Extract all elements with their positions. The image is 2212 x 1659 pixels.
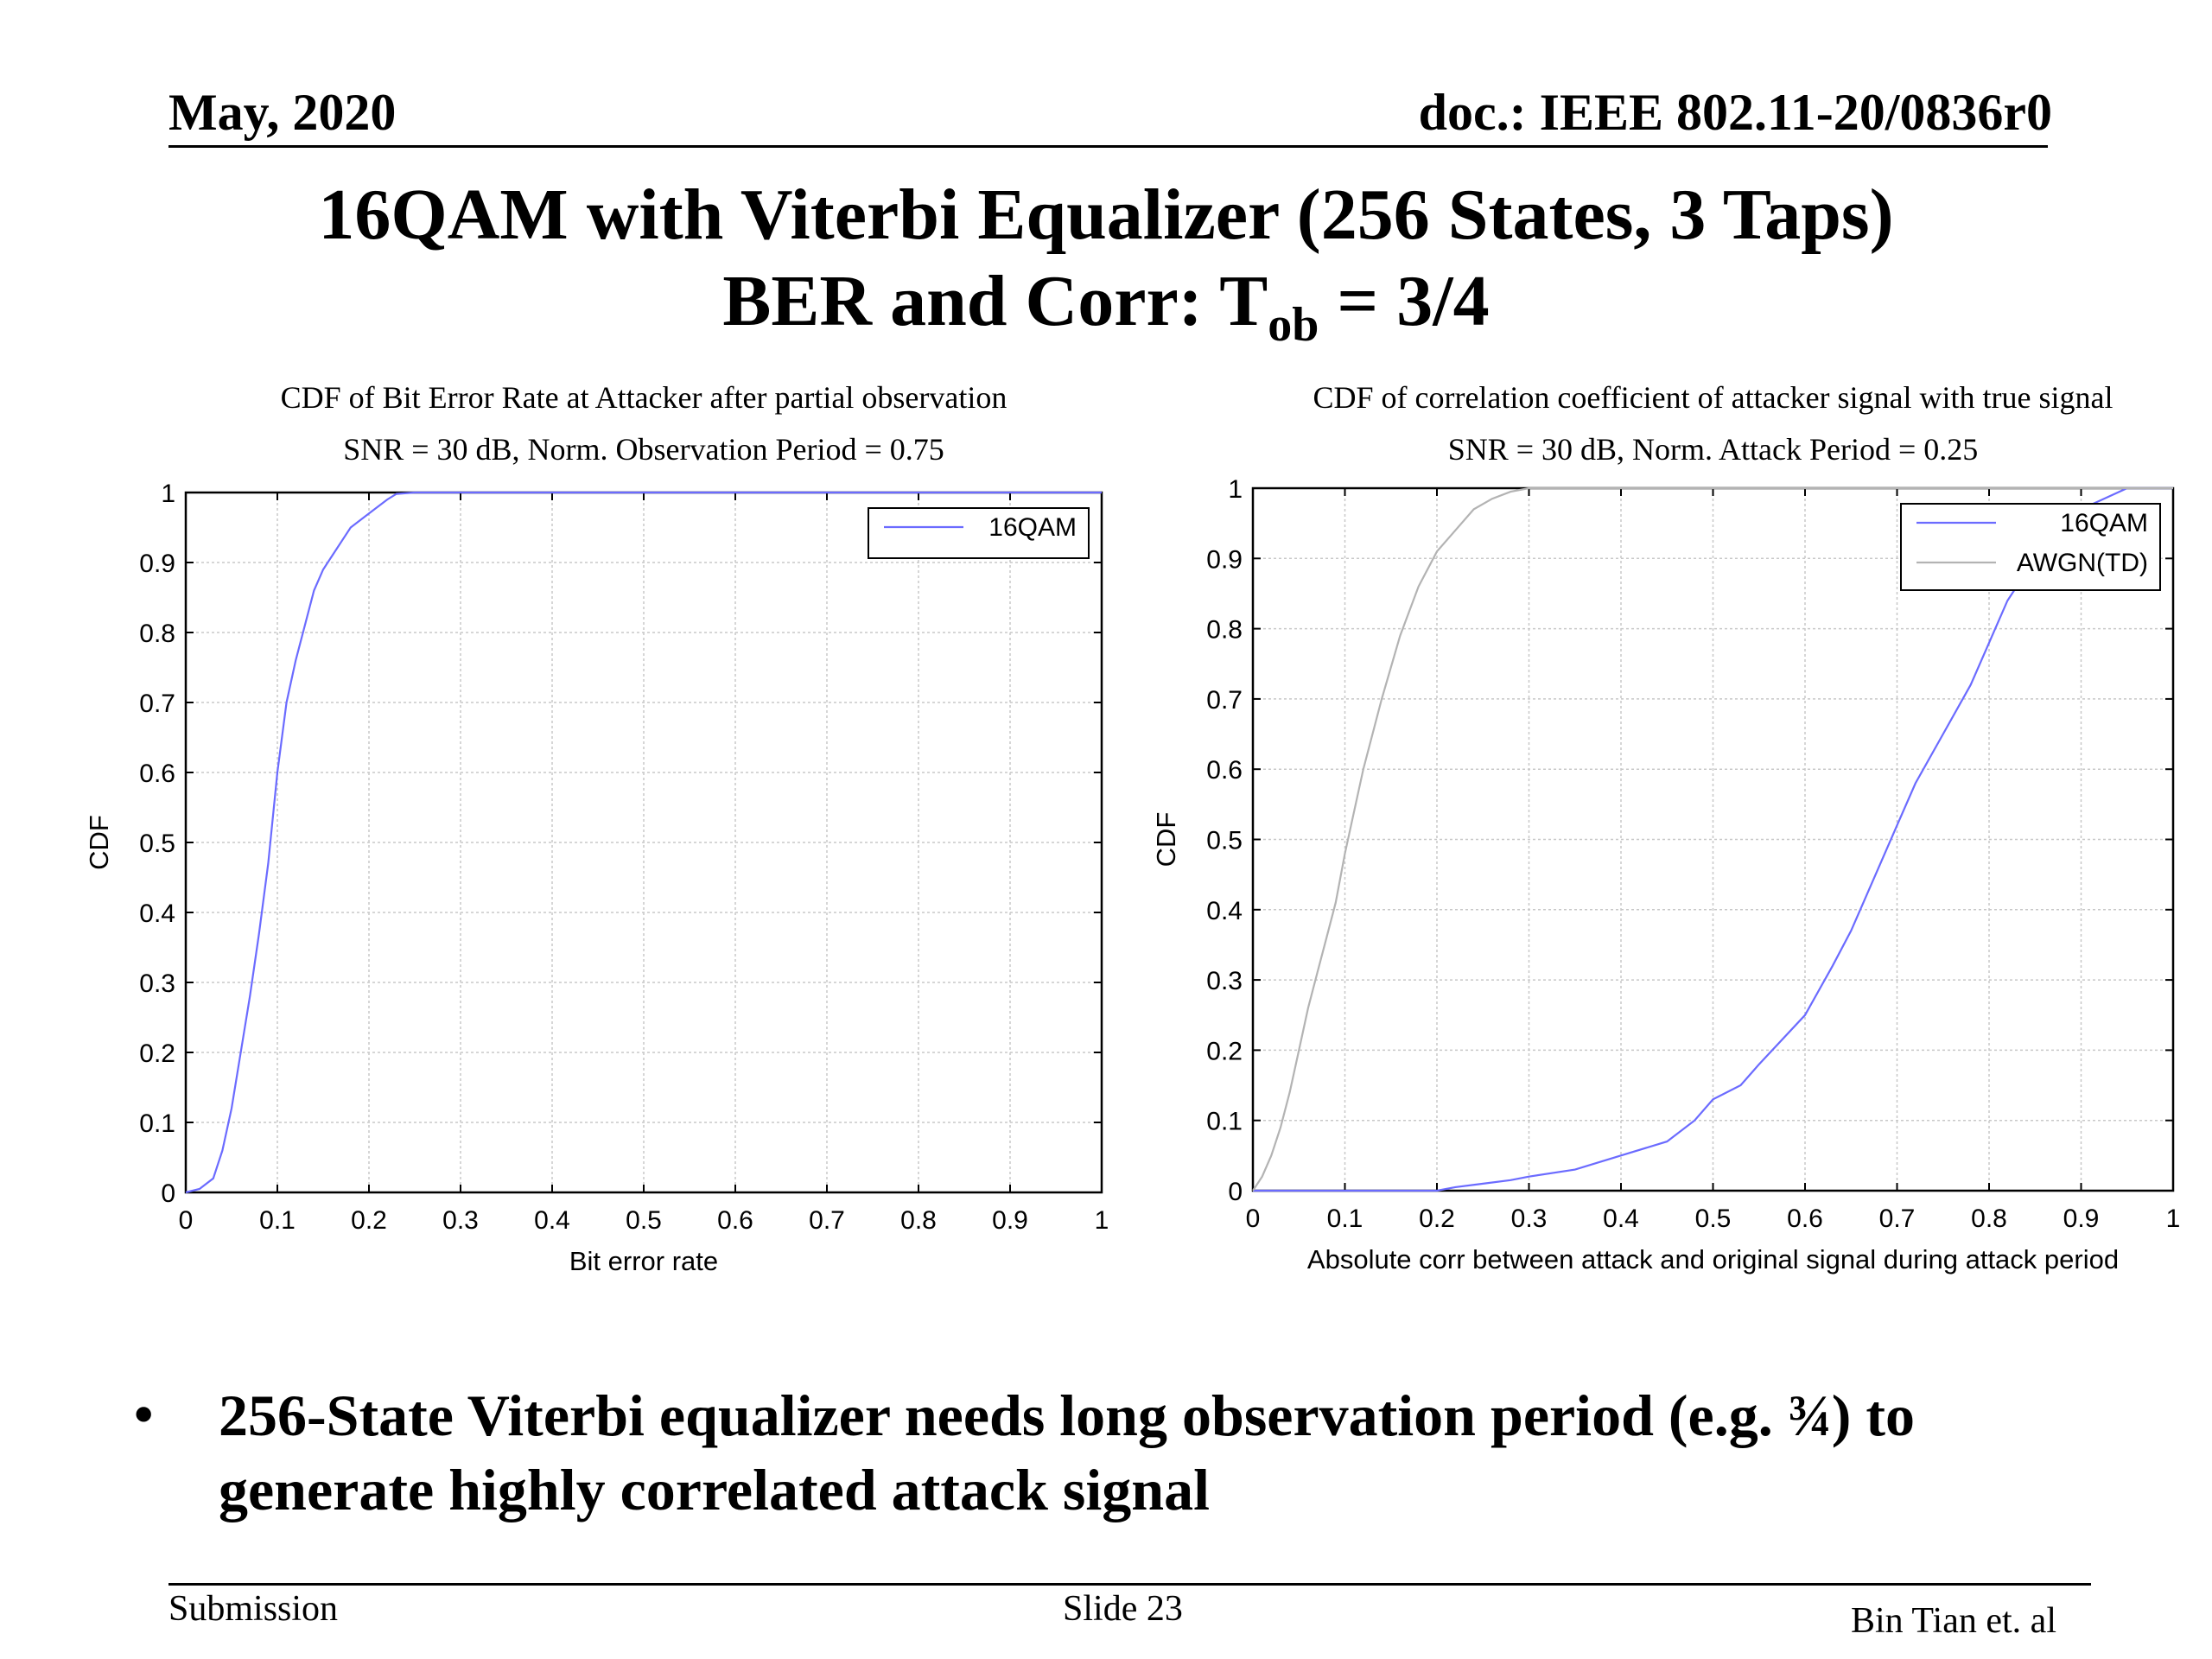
y-tick-label: 0.7	[1206, 686, 1243, 715]
legend-label: 16QAM	[2060, 509, 2148, 537]
x-tick-label: 0	[1246, 1205, 1261, 1233]
series-line-16qam	[1253, 486, 2173, 1192]
x-tick-label: 0.7	[1879, 1205, 1916, 1233]
y-tick-label: 0.1	[1206, 1108, 1243, 1136]
header-date: May, 2020	[168, 84, 397, 141]
x-tick-label: 0.1	[259, 1206, 296, 1235]
footer-rule	[168, 1583, 2091, 1586]
header-doc-id: doc.: IEEE 802.11-20/0836r0	[1418, 84, 2052, 141]
title-subscript: ob	[1268, 297, 1319, 352]
x-axis-label: Bit error rate	[569, 1246, 718, 1276]
x-tick-label: 0.3	[1511, 1205, 1548, 1233]
y-tick-label: 0.6	[1206, 756, 1243, 785]
chart-subtitle: SNR = 30 dB, Norm. Observation Period = …	[343, 432, 944, 467]
legend-box	[1900, 503, 2161, 591]
x-tick-label: 1	[1095, 1206, 1109, 1235]
x-tick-label: 0.8	[1971, 1205, 2007, 1233]
x-tick-label: 1	[2166, 1205, 2181, 1233]
y-tick-label: 0.8	[1206, 616, 1243, 645]
x-tick-label: 0.5	[626, 1206, 662, 1235]
y-tick-label: 0.5	[1206, 827, 1243, 855]
x-tick-label: 0.4	[534, 1206, 570, 1235]
y-tick-label: 0.7	[139, 690, 175, 718]
chart-subtitle: SNR = 30 dB, Norm. Attack Period = 0.25	[1448, 432, 1979, 467]
bullet-marker: •	[134, 1383, 154, 1445]
chart-title: CDF of correlation coefficient of attack…	[1313, 380, 2113, 415]
x-tick-label: 0.6	[1787, 1205, 1823, 1233]
title-prefix: BER and Corr: T	[722, 261, 1268, 341]
x-tick-label: 0.4	[1603, 1205, 1639, 1233]
x-tick-label: 0.3	[442, 1206, 479, 1235]
bullet-text: 256-State Viterbi equalizer needs long o…	[219, 1382, 1916, 1522]
x-tick-label: 0.9	[992, 1206, 1028, 1235]
y-axis-label: CDF	[1151, 812, 1181, 868]
y-axis-label: CDF	[84, 815, 114, 870]
series-line-16qam	[185, 491, 1102, 1194]
legend-label: 16QAM	[988, 513, 1077, 542]
series-line-awgn-td-	[1252, 486, 2173, 1192]
y-tick-label: 0	[161, 1179, 175, 1208]
legend-label: AWGN(TD)	[2017, 549, 2148, 577]
slide-title-line2: BER and Corr: Tob = 3/4	[0, 259, 2212, 353]
charts-area: CDF of Bit Error Rate at Attacker after …	[84, 380, 2181, 1276]
y-tick-label: 1	[161, 480, 175, 508]
footer-submission: Submission	[168, 1589, 339, 1629]
y-tick-label: 0.5	[139, 830, 175, 858]
x-axis-label: Absolute corr between attack and origina…	[1307, 1244, 2119, 1274]
y-tick-label: 0.4	[139, 899, 175, 928]
y-tick-label: 0.2	[1206, 1037, 1243, 1065]
y-tick-label: 0.4	[1206, 897, 1243, 925]
title-suffix: = 3/4	[1319, 261, 1490, 341]
legend-box	[868, 507, 1090, 559]
x-tick-label: 0.7	[809, 1206, 845, 1235]
y-tick-label: 0	[1228, 1178, 1243, 1206]
footer-slide-number: Slide 23	[1063, 1589, 1183, 1629]
y-tick-label: 0.1	[139, 1109, 175, 1138]
header-rule	[168, 145, 2048, 148]
x-tick-label: 0	[179, 1206, 194, 1235]
x-tick-label: 0.8	[900, 1206, 937, 1235]
y-tick-label: 0.8	[139, 620, 175, 648]
x-tick-label: 0.5	[1695, 1205, 1732, 1233]
chart-title: CDF of Bit Error Rate at Attacker after …	[281, 380, 1007, 415]
y-tick-label: 1	[1228, 475, 1243, 504]
footer-authors: Bin Tian et. al	[1850, 1601, 2056, 1641]
y-tick-label: 0.3	[1206, 967, 1243, 995]
y-tick-label: 0.2	[139, 1039, 175, 1068]
x-tick-label: 0.6	[717, 1206, 753, 1235]
y-tick-label: 0.6	[139, 760, 175, 788]
x-tick-label: 0.1	[1327, 1205, 1363, 1233]
x-tick-label: 0.2	[1419, 1205, 1455, 1233]
y-tick-label: 0.9	[139, 550, 175, 578]
y-tick-label: 0.3	[139, 969, 175, 998]
slide-title-line1: 16QAM with Viterbi Equalizer (256 States…	[318, 175, 1894, 255]
x-tick-label: 0.2	[351, 1206, 387, 1235]
y-tick-label: 0.9	[1206, 545, 1243, 574]
x-tick-label: 0.9	[2063, 1205, 2100, 1233]
